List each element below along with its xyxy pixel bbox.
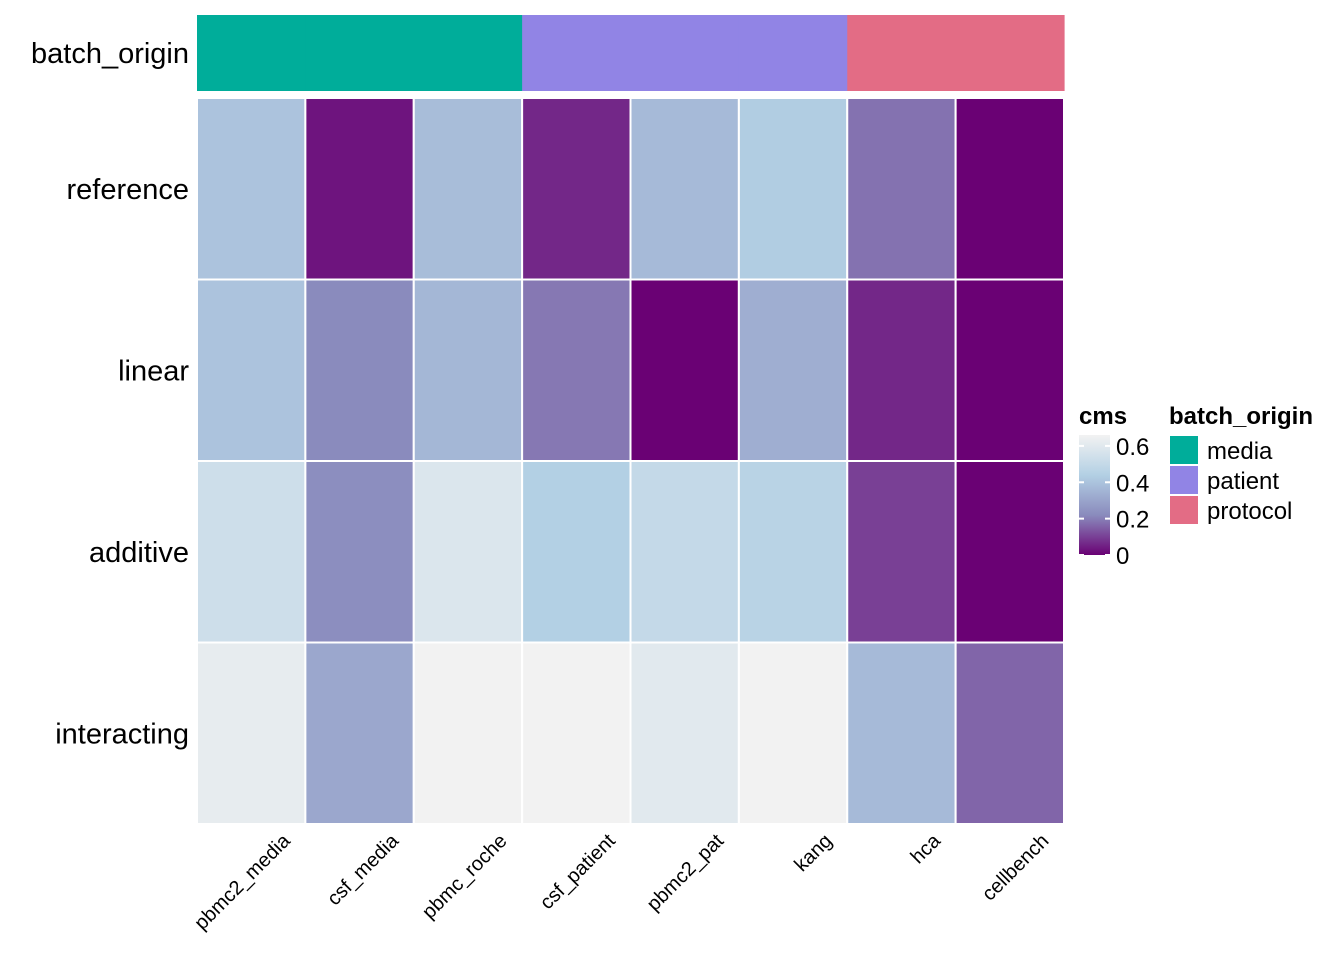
heatmap-cell-additive-cellbench — [954, 460, 1065, 644]
heatmap-cell-linear-csf_patient — [521, 278, 632, 462]
annotation-cell-pbmc2_media — [197, 15, 306, 91]
heatmap-cell-interacting-pbmc2_pat — [629, 641, 740, 825]
heatmap-cells — [196, 97, 1065, 825]
legends: cms batch_origin 0.6 0.4 0.2 0 media patient p… — [1079, 403, 1313, 570]
heatmap-cell-additive-csf_patient — [521, 460, 632, 644]
annotation-cell-cellbench — [955, 15, 1065, 91]
heatmap-cell-linear-pbmc2_media — [196, 278, 307, 462]
heatmap-cell-interacting-pbmc_roche — [412, 641, 524, 825]
column-label-hca: hca — [907, 829, 946, 868]
heatmap-cell-interacting-kang — [737, 641, 849, 825]
heatmap-cell-interacting-cellbench — [954, 641, 1065, 825]
legend-swatch-protocol — [1170, 496, 1198, 524]
row-labels: reference linear additive interacting — [55, 174, 189, 751]
annotation-cell-pbmc_roche — [413, 15, 523, 91]
heatmap-cell-linear-hca — [846, 278, 957, 462]
colorbar — [1079, 435, 1110, 555]
annotation-bar: batch_origin — [31, 15, 1065, 91]
row-label-interacting: interacting — [55, 718, 189, 750]
colorbar-tick-label: 0 — [1116, 543, 1129, 570]
heatmap-cell-reference-kang — [737, 97, 849, 281]
heatmap-cell-interacting-csf_media — [304, 641, 415, 825]
legend-label-media: media — [1207, 438, 1273, 465]
column-label-pbmc_roche: pbmc_roche — [418, 830, 511, 923]
column-label-kang: kang — [790, 830, 836, 876]
column-labels: pbmc2_media csf_media pbmc_roche csf_patien… — [190, 829, 1053, 934]
heatmap-cell-linear-kang — [737, 278, 849, 462]
colorbar-title: cms — [1079, 403, 1127, 430]
legend-swatch-patient — [1170, 466, 1198, 494]
annotation-row-label: batch_origin — [31, 38, 189, 70]
colorbar-tick-label: 0.4 — [1116, 470, 1149, 497]
row-label-linear: linear — [118, 355, 189, 387]
column-label-pbmc2_media: pbmc2_media — [190, 829, 295, 934]
column-label-pbmc2_pat: pbmc2_pat — [643, 830, 729, 916]
annotation-cell-csf_patient — [522, 15, 632, 91]
legend-label-protocol: protocol — [1207, 498, 1292, 525]
heatmap-cell-additive-pbmc2_pat — [629, 460, 740, 644]
heatmap-cell-additive-pbmc_roche — [412, 460, 524, 644]
heatmap-cell-reference-pbmc_roche — [412, 97, 524, 281]
heatmap-cell-linear-pbmc_roche — [412, 278, 524, 462]
legend-label-patient: patient — [1207, 468, 1279, 495]
column-label-cellbench: cellbench — [978, 830, 1053, 905]
heatmap-cell-reference-csf_media — [304, 97, 415, 281]
heatmap-cell-additive-kang — [737, 460, 849, 644]
heatmap-cell-linear-pbmc2_pat — [629, 278, 740, 462]
heatmap-cell-additive-pbmc2_media — [196, 460, 307, 644]
heatmap-cell-interacting-csf_patient — [521, 641, 632, 825]
column-label-csf_media: csf_media — [323, 829, 404, 910]
heatmap-cell-additive-csf_media — [304, 460, 415, 644]
annotation-legend-title: batch_origin — [1169, 403, 1313, 430]
colorbar-tick-label: 0.6 — [1116, 434, 1149, 461]
heatmap-cell-linear-cellbench — [954, 278, 1065, 462]
heatmap-cell-reference-csf_patient — [521, 97, 632, 281]
heatmap-cell-reference-pbmc2_media — [196, 97, 307, 281]
heatmap-cell-additive-hca — [846, 460, 957, 644]
annotation-cell-csf_media — [305, 15, 415, 91]
colorbar-tick-label: 0.2 — [1116, 507, 1149, 534]
legend-swatch-media — [1170, 436, 1198, 464]
row-label-additive: additive — [89, 537, 189, 569]
row-label-reference: reference — [66, 174, 189, 206]
annotation-cell-pbmc2_pat — [630, 15, 740, 91]
heatmap-cell-reference-pbmc2_pat — [629, 97, 740, 281]
heatmap-cell-interacting-pbmc2_media — [196, 641, 307, 825]
column-label-csf_patient: csf_patient — [536, 830, 620, 914]
heatmap-cell-reference-hca — [846, 97, 957, 281]
heatmap-cell-linear-csf_media — [304, 278, 415, 462]
heatmap-cell-reference-cellbench — [954, 97, 1065, 281]
annotation-cell-hca — [847, 15, 957, 91]
annotation-cell-kang — [738, 15, 848, 91]
heatmap-cell-interacting-hca — [846, 641, 957, 825]
